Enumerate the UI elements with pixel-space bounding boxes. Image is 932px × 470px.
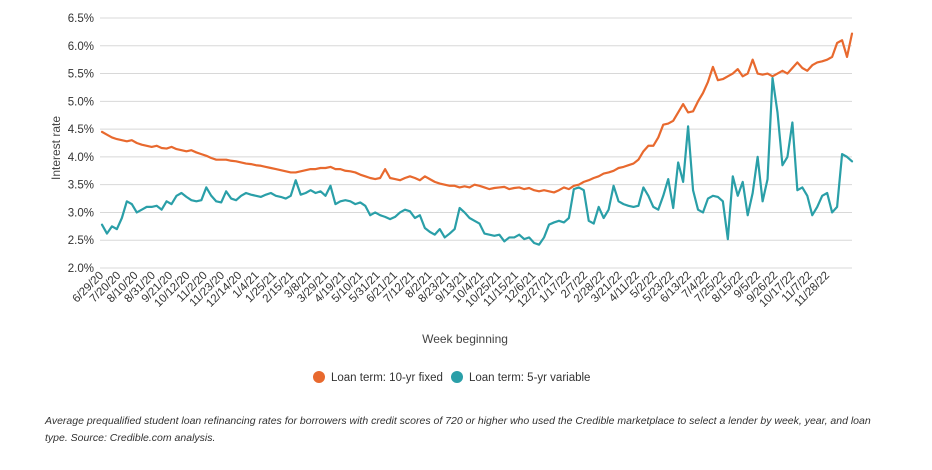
y-tick-label: 2.0% (68, 263, 94, 275)
series-line-10yr-fixed (100, 32, 854, 194)
y-tick-label: 6.5% (68, 13, 94, 25)
y-axis-title: Interest rate (49, 116, 63, 180)
series-lines (100, 32, 854, 246)
y-tick-label: 4.5% (68, 124, 94, 136)
chart-footnote: Average prequalified student loan refina… (45, 415, 871, 444)
y-tick-label: 6.0% (68, 41, 94, 53)
x-axis-ticks: 6/29/207/20/208/10/208/31/209/21/2010/12… (71, 270, 833, 310)
legend-marker-10yr-fixed (313, 371, 325, 383)
y-tick-label: 3.0% (68, 207, 94, 219)
y-tick-label: 5.0% (68, 96, 94, 108)
legend-marker-5yr-variable (451, 371, 463, 383)
y-tick-label: 4.0% (68, 152, 94, 164)
legend-label-5yr-variable: Loan term: 5-yr variable (469, 372, 590, 384)
series-line-5yr-variable (100, 76, 854, 246)
x-axis-title: Week beginning (422, 332, 508, 346)
y-axis-ticks: 6.5% 6.0% 5.5% 5.0% 4.5% 4.0% 3.5% 3.0% 2.5% 2.0% (68, 13, 94, 275)
y-tick-label: 3.5% (68, 180, 94, 192)
gridlines (100, 17, 852, 269)
legend-label-10yr-fixed: Loan term: 10-yr fixed (331, 372, 443, 384)
legend: Loan term: 10-yr fixed Loan term: 5-yr v… (313, 371, 590, 384)
line-chart: 6.5% 6.0% 5.5% 5.0% 4.5% 4.0% 3.5% 3.0% 2.5% 2.0%… (49, 13, 854, 384)
y-tick-label: 2.5% (68, 235, 94, 247)
y-tick-label: 5.5% (68, 69, 94, 81)
